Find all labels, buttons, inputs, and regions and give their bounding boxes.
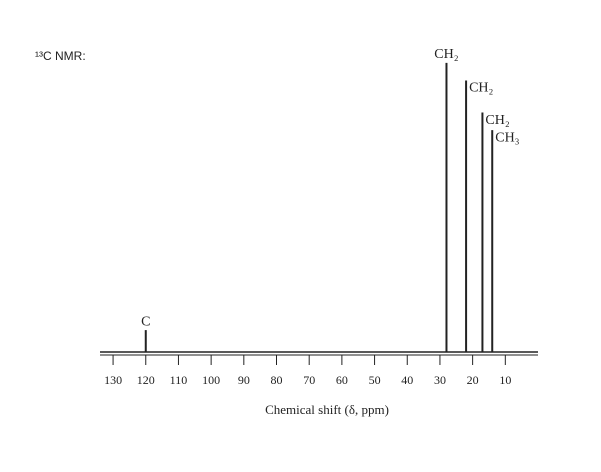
x-tick-label: 120: [137, 373, 155, 387]
x-tick-label: 60: [336, 373, 348, 387]
x-tick-label: 100: [202, 373, 220, 387]
peak-label: CH₃: [495, 130, 519, 145]
x-axis-label: Chemical shift (δ, ppm): [265, 402, 389, 417]
x-tick-label: 110: [170, 373, 188, 387]
x-tick-label: 10: [499, 373, 511, 387]
x-tick-label: 40: [401, 373, 413, 387]
x-tick-label: 80: [271, 373, 283, 387]
x-tick-label: 130: [104, 373, 122, 387]
x-tick-label: 70: [303, 373, 315, 387]
peak-label: CH₂: [434, 47, 458, 62]
x-tick-label: 90: [238, 373, 250, 387]
x-tick-label: 50: [369, 373, 381, 387]
chart-heading: ¹³C NMR:: [35, 49, 86, 63]
x-tick-label: 20: [467, 373, 479, 387]
peak-label: CH₂: [485, 113, 509, 128]
peak-label: CH₂: [469, 81, 493, 96]
peak-label: C: [141, 314, 150, 329]
x-tick-label: 30: [434, 373, 446, 387]
